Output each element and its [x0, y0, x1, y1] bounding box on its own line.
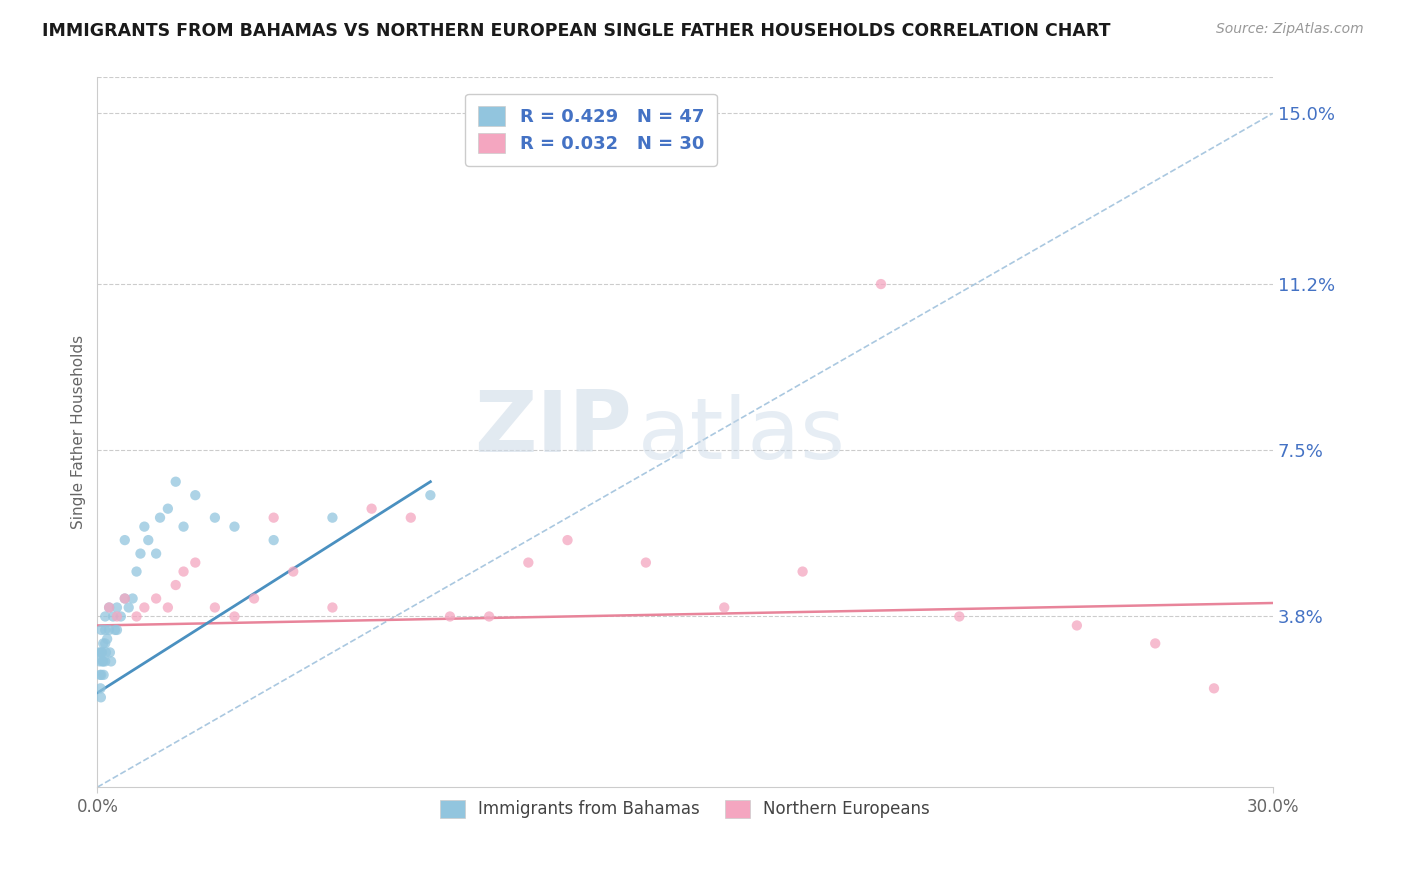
- Point: [94, 636, 117, 650]
- Text: ZIP: ZIP: [474, 387, 633, 470]
- Point: [89, 681, 111, 696]
- Point: [439, 609, 461, 624]
- Point: [94, 645, 117, 659]
- Point: [94, 609, 117, 624]
- Point: [114, 591, 136, 606]
- Point: [100, 654, 122, 668]
- Point: [713, 600, 735, 615]
- Point: [165, 475, 187, 489]
- Point: [263, 533, 285, 548]
- Point: [90, 623, 112, 637]
- Point: [91, 654, 114, 668]
- Point: [263, 510, 285, 524]
- Point: [173, 565, 195, 579]
- Point: [321, 510, 343, 524]
- Point: [91, 636, 114, 650]
- Text: Source: ZipAtlas.com: Source: ZipAtlas.com: [1216, 22, 1364, 37]
- Point: [243, 591, 266, 606]
- Point: [321, 600, 343, 615]
- Text: IMMIGRANTS FROM BAHAMAS VS NORTHERN EUROPEAN SINGLE FATHER HOUSEHOLDS CORRELATIO: IMMIGRANTS FROM BAHAMAS VS NORTHERN EURO…: [42, 22, 1111, 40]
- Point: [156, 501, 179, 516]
- Point: [1066, 618, 1088, 632]
- Point: [478, 609, 501, 624]
- Point: [90, 668, 112, 682]
- Point: [149, 510, 172, 524]
- Text: atlas: atlas: [638, 394, 846, 477]
- Point: [870, 277, 893, 291]
- Point: [105, 609, 128, 624]
- Y-axis label: Single Father Households: Single Father Households: [72, 335, 86, 529]
- Point: [134, 519, 156, 533]
- Point: [110, 609, 132, 624]
- Point: [93, 668, 115, 682]
- Point: [1202, 681, 1225, 696]
- Point: [204, 510, 226, 524]
- Point: [184, 488, 207, 502]
- Point: [90, 645, 112, 659]
- Point: [517, 556, 540, 570]
- Point: [634, 556, 657, 570]
- Point: [145, 547, 167, 561]
- Point: [557, 533, 579, 548]
- Point: [96, 632, 118, 646]
- Point: [360, 501, 382, 516]
- Point: [98, 600, 121, 615]
- Point: [105, 623, 128, 637]
- Point: [89, 668, 111, 682]
- Point: [89, 654, 111, 668]
- Point: [114, 533, 136, 548]
- Point: [134, 600, 156, 615]
- Point: [129, 547, 152, 561]
- Point: [283, 565, 305, 579]
- Point: [204, 600, 226, 615]
- Point: [94, 654, 117, 668]
- Point: [224, 609, 246, 624]
- Point: [91, 654, 114, 668]
- Point: [136, 533, 159, 548]
- Point: [121, 591, 143, 606]
- Point: [165, 578, 187, 592]
- Point: [118, 600, 141, 615]
- Point: [94, 623, 117, 637]
- Point: [125, 565, 148, 579]
- Point: [419, 488, 441, 502]
- Point: [98, 600, 121, 615]
- Point: [125, 609, 148, 624]
- Point: [98, 645, 121, 659]
- Point: [90, 690, 112, 705]
- Point: [98, 623, 121, 637]
- Point: [399, 510, 422, 524]
- Point: [156, 600, 179, 615]
- Point: [948, 609, 970, 624]
- Point: [145, 591, 167, 606]
- Point: [173, 519, 195, 533]
- Legend: Immigrants from Bahamas, Northern Europeans: Immigrants from Bahamas, Northern Europe…: [433, 793, 936, 825]
- Point: [114, 591, 136, 606]
- Point: [105, 600, 128, 615]
- Point: [101, 609, 124, 624]
- Point: [91, 645, 114, 659]
- Point: [792, 565, 814, 579]
- Point: [1144, 636, 1167, 650]
- Point: [224, 519, 246, 533]
- Point: [89, 645, 111, 659]
- Point: [104, 623, 127, 637]
- Point: [184, 556, 207, 570]
